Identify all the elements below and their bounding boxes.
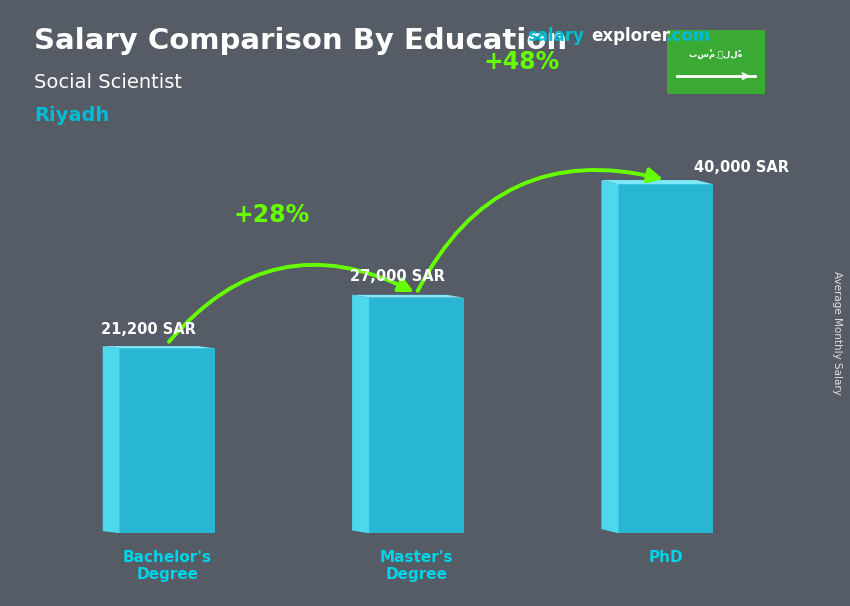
Bar: [619, 184, 713, 533]
Text: .com: .com: [666, 27, 711, 45]
Polygon shape: [602, 180, 713, 184]
Text: 27,000 SAR: 27,000 SAR: [350, 268, 445, 284]
Text: 21,200 SAR: 21,200 SAR: [101, 322, 196, 337]
Text: Salary Comparison By Education: Salary Comparison By Education: [34, 27, 567, 55]
Text: Social Scientist: Social Scientist: [34, 73, 182, 92]
Polygon shape: [352, 295, 464, 298]
Polygon shape: [103, 346, 214, 348]
Text: Average Monthly Salary: Average Monthly Salary: [832, 271, 842, 395]
Text: salary: salary: [527, 27, 584, 45]
Polygon shape: [602, 180, 619, 533]
Bar: [120, 348, 214, 533]
Bar: [369, 298, 464, 533]
Text: بِسْمِ ٱللّٰه: بِسْمِ ٱللّٰه: [689, 50, 743, 59]
Text: +48%: +48%: [483, 50, 559, 74]
Text: Riyadh: Riyadh: [34, 106, 110, 125]
Polygon shape: [352, 295, 369, 533]
Text: 40,000 SAR: 40,000 SAR: [694, 161, 790, 176]
Text: explorer: explorer: [591, 27, 670, 45]
Polygon shape: [103, 346, 120, 533]
Text: +28%: +28%: [234, 203, 310, 227]
